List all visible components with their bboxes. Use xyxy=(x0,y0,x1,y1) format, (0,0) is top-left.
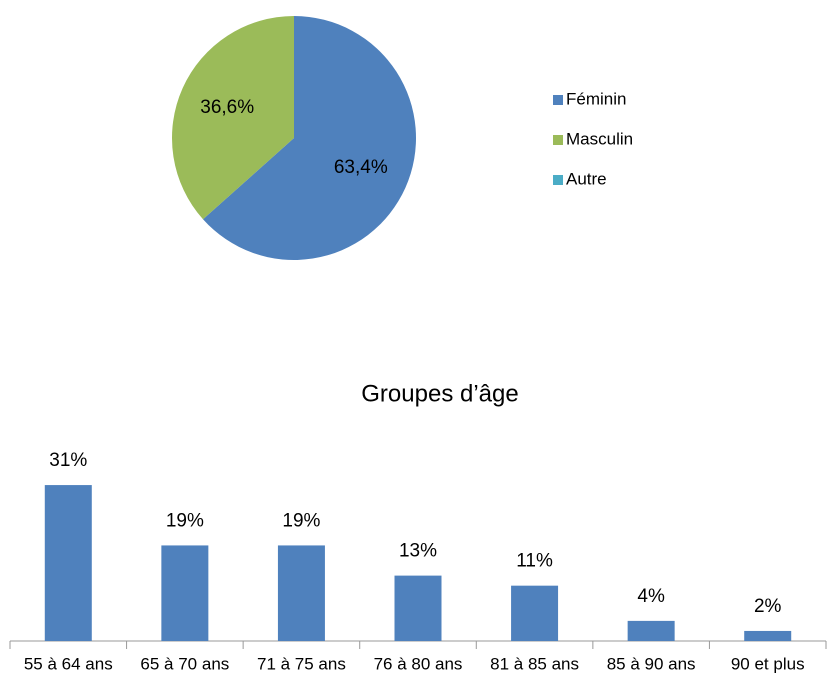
bar xyxy=(277,545,325,641)
bar xyxy=(511,585,559,641)
bar xyxy=(44,485,92,641)
data-label: 4% xyxy=(637,586,665,607)
bar xyxy=(161,545,209,641)
data-label: 31% xyxy=(49,450,87,471)
data-label: 11% xyxy=(516,551,553,572)
x-tick-label: 81 à 85 ans xyxy=(490,654,579,673)
x-tick-label: 55 à 64 ans xyxy=(24,654,113,673)
x-tick-label: 71 à 75 ans xyxy=(257,654,346,673)
chart-title: Groupes d’âge xyxy=(361,380,518,407)
bar xyxy=(744,630,792,641)
data-label: 63,4% xyxy=(334,157,388,178)
x-tick-label: 85 à 90 ans xyxy=(607,654,696,673)
data-label: 36,6% xyxy=(200,97,254,118)
legend-label: Autre xyxy=(566,169,607,188)
legend-swatch xyxy=(553,95,563,105)
legend-swatch xyxy=(553,135,563,145)
data-label: 19% xyxy=(166,510,204,531)
x-tick-label: 76 à 80 ans xyxy=(374,654,463,673)
legend-label: Masculin xyxy=(566,129,633,148)
x-tick-label: 65 à 70 ans xyxy=(140,654,229,673)
x-tick-label: 90 et plus xyxy=(731,654,805,673)
data-label: 19% xyxy=(282,510,320,531)
pie-slice xyxy=(202,16,416,260)
bar xyxy=(627,620,675,641)
legend-label: Féminin xyxy=(566,89,626,108)
legend-swatch xyxy=(553,175,563,185)
bar xyxy=(394,575,442,641)
data-label: 13% xyxy=(399,541,437,562)
pie-slice xyxy=(171,16,294,220)
data-label: 2% xyxy=(754,596,782,617)
